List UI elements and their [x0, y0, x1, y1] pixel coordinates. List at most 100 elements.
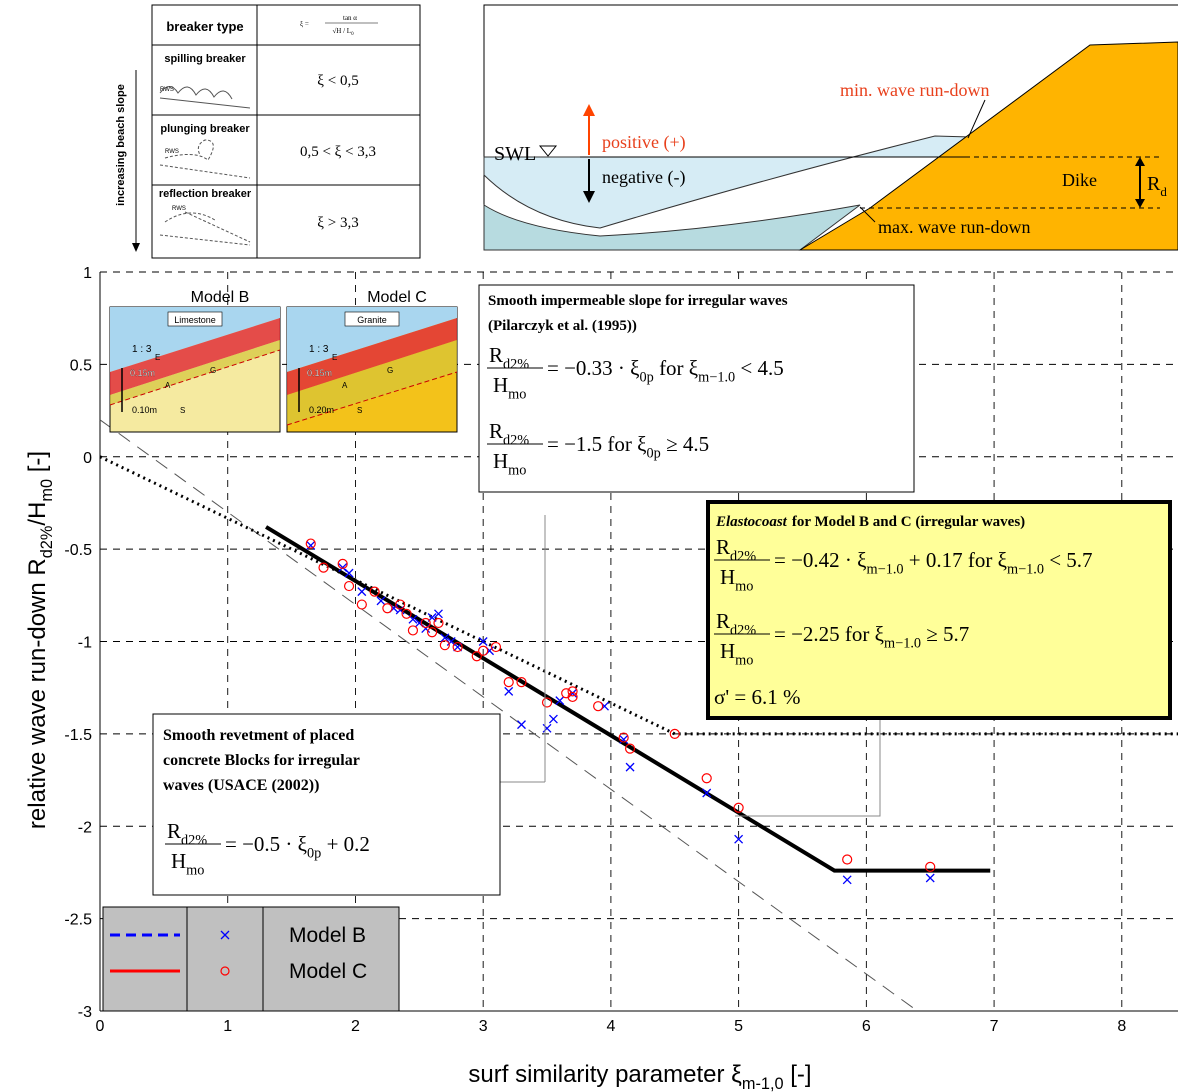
text-part: m-1,0: [742, 1075, 784, 1092]
text-part: d2%: [38, 526, 56, 559]
text-part: for ξ: [654, 356, 698, 380]
marker-o: [702, 774, 711, 783]
marker-o: [345, 582, 354, 591]
title-rest: for Model B and C (irregular waves): [792, 514, 1025, 530]
annotation-box: Smooth impermeable slope for irregular w…: [479, 285, 914, 492]
annotation-title: (Pilarczyk et al. (1995)): [488, 318, 637, 334]
arrow-head: [132, 243, 140, 252]
text-part: 0p: [647, 445, 661, 461]
text-part: /H: [24, 502, 51, 526]
material-label: Limestone: [174, 315, 216, 325]
marker-o: [383, 604, 392, 613]
x-tick-label: 8: [1117, 1018, 1126, 1035]
annotation-title: Smooth revetment of placed: [163, 727, 354, 744]
breaker-condition: ξ > 3,3: [317, 215, 358, 231]
slope-label: 1 : 3: [309, 344, 329, 355]
y-tick-label: -2: [78, 819, 92, 836]
figure: breaker type ξ = tan α √H / L0 spilling …: [0, 0, 1178, 1092]
y-tick-label: -1.5: [64, 727, 92, 744]
text-part: surf similarity parameter ξ: [468, 1061, 742, 1088]
layer-label: A: [165, 381, 171, 390]
inset-title: Model B: [191, 289, 250, 306]
text-part: [-]: [24, 451, 51, 479]
y-tick-label: -3: [78, 1004, 92, 1021]
y-tick-label: 0.5: [70, 357, 92, 374]
text-part: = −0.33 · ξ: [547, 356, 640, 380]
marker-o: [504, 678, 513, 687]
text-part: d2%: [181, 832, 207, 848]
annotation-title: waves (USACE (2002)): [163, 777, 319, 794]
text-part: H: [493, 373, 508, 397]
text-part: R: [716, 609, 730, 633]
positive-label: positive (+): [602, 132, 686, 153]
thickness-label: 0.20m: [309, 405, 334, 415]
text-part: + 0.17 for ξ: [904, 548, 1007, 572]
text-part: R: [716, 535, 730, 559]
sketch-label: RWS: [165, 149, 179, 155]
text-part: ≥ 5.7: [921, 622, 969, 646]
y-tick-label: 1: [83, 265, 92, 282]
xi-formula-num: tan α: [343, 14, 357, 22]
marker-o: [568, 687, 577, 696]
inset-title: Model C: [367, 289, 427, 306]
min-rundown-label: min. wave run-down: [840, 80, 989, 100]
text-part: 0p: [640, 369, 654, 385]
breaker-condition: 0,5 < ξ < 3,3: [300, 144, 376, 160]
rd-sub: d: [1160, 184, 1167, 199]
annotation-title: Smooth impermeable slope for irregular w…: [488, 293, 788, 309]
table-header: breaker type: [166, 19, 243, 34]
x-tick-label: 5: [734, 1018, 743, 1035]
text-part: < 5.7: [1044, 548, 1093, 572]
den-part: √H / L: [332, 27, 351, 35]
x-tick-label: 6: [862, 1018, 871, 1035]
layer-label: S: [357, 406, 362, 415]
text-part: mo: [508, 462, 526, 478]
y-axis-label: relative wave run-down Rd2%/Hm0 [-]: [24, 451, 56, 829]
layer-label: E: [155, 353, 160, 362]
text-part: d2%: [730, 622, 756, 638]
negative-label: negative (-): [602, 167, 685, 188]
text-part: mo: [735, 578, 753, 594]
text-part: m−1.0: [867, 561, 904, 577]
text-part: relative wave run-down R: [24, 558, 51, 829]
text-part: = −0.42 · ξ: [774, 548, 867, 572]
text-part: < 4.5: [735, 356, 784, 380]
text-part: mo: [735, 652, 753, 668]
thickness-label: 0.10m: [132, 405, 157, 415]
y-tick-label: 0: [83, 450, 92, 467]
rd-main: R: [1147, 173, 1161, 195]
y-tick-label: -2.5: [64, 912, 92, 929]
text-part: = −2.25 for ξ: [774, 622, 884, 646]
y-tick-label: -0.5: [64, 542, 92, 559]
slope-label: 1 : 3: [132, 344, 152, 355]
side-label: increasing beach slope: [115, 84, 127, 206]
legend-box: [103, 907, 399, 1011]
thickness-label: 0.15m: [307, 368, 332, 378]
text-part: [-]: [784, 1061, 812, 1088]
layer-label: G: [210, 366, 216, 375]
breaker-table: breaker type ξ = tan α √H / L0 spilling …: [115, 5, 420, 258]
sketch-label: RWS: [172, 206, 186, 212]
text-part: R: [167, 819, 181, 843]
text-part: H: [720, 565, 735, 589]
text-part: mo: [508, 386, 526, 402]
layer-label: E: [332, 353, 337, 362]
marker-o: [408, 626, 417, 635]
layer-label: G: [387, 366, 393, 375]
marker-o: [306, 539, 315, 548]
text-part: d2%: [730, 548, 756, 564]
marker-o: [543, 698, 552, 707]
marker-x: [358, 588, 366, 596]
legend-label: Model C: [289, 960, 367, 983]
sketch-label: RWS: [160, 87, 174, 93]
marker-x: [517, 721, 525, 729]
text-part: H: [493, 449, 508, 473]
x-tick-label: 1: [223, 1018, 232, 1035]
text-part: d2%: [503, 432, 529, 448]
text-part: m0: [38, 479, 56, 502]
